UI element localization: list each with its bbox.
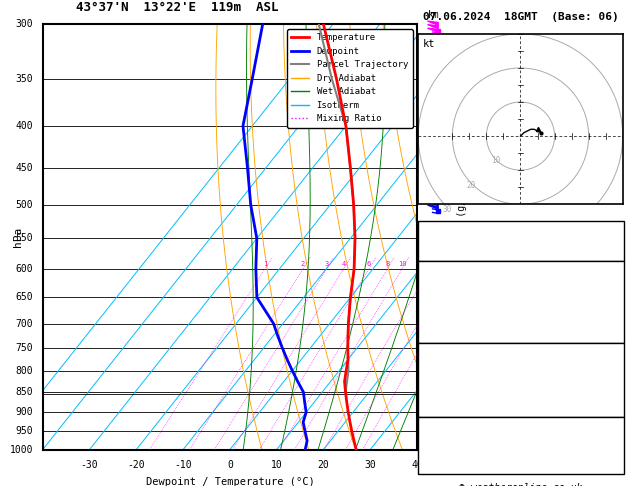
Text: StmSpd (kt): StmSpd (kt) [421, 464, 490, 474]
Text: 10: 10 [271, 460, 282, 470]
Text: K: K [421, 224, 428, 233]
Text: 600: 600 [16, 264, 33, 274]
Text: 6: 6 [367, 261, 371, 267]
Text: 8: 8 [385, 261, 389, 267]
Text: θₑ (K): θₑ (K) [421, 369, 459, 379]
Text: 10: 10 [398, 261, 406, 267]
Text: 30: 30 [364, 460, 376, 470]
Text: Dewp (°C): Dewp (°C) [421, 286, 477, 295]
Text: -2: -2 [608, 382, 620, 391]
Text: 86: 86 [608, 332, 620, 342]
Text: 20: 20 [318, 460, 330, 470]
Text: 1000: 1000 [10, 445, 33, 454]
Text: 550: 550 [16, 233, 33, 243]
Text: 89: 89 [608, 441, 620, 451]
Text: Totals Totals: Totals Totals [421, 237, 503, 247]
Text: 1002: 1002 [595, 357, 620, 367]
Text: Hodograph: Hodograph [493, 418, 549, 428]
Text: SREH: SREH [421, 441, 447, 451]
Text: Lifted Index: Lifted Index [421, 382, 496, 391]
Text: 16: 16 [608, 464, 620, 474]
Text: Dewpoint / Temperature (°C): Dewpoint / Temperature (°C) [145, 477, 314, 486]
Text: -2: -2 [608, 309, 620, 319]
Text: CIN (J): CIN (J) [421, 332, 465, 342]
Text: 6: 6 [428, 84, 434, 94]
Polygon shape [428, 205, 438, 209]
Text: 61: 61 [608, 429, 620, 439]
Text: CAPE (J): CAPE (J) [421, 394, 471, 404]
Text: 498: 498 [601, 394, 620, 404]
Text: 900: 900 [16, 407, 33, 417]
Text: 30: 30 [442, 205, 452, 214]
Text: 49: 49 [608, 237, 620, 247]
Text: 3: 3 [324, 261, 328, 267]
Text: 1: 1 [263, 261, 267, 267]
Text: -10: -10 [174, 460, 192, 470]
Text: Surface: Surface [499, 262, 543, 272]
Text: 3: 3 [428, 298, 434, 308]
Text: PW (cm): PW (cm) [421, 250, 465, 260]
Text: 40: 40 [411, 460, 423, 470]
Text: 450: 450 [16, 162, 33, 173]
Text: hPa: hPa [13, 227, 23, 247]
Text: 498: 498 [601, 321, 620, 330]
Text: 850: 850 [16, 387, 33, 397]
Text: Lifted Index: Lifted Index [421, 309, 496, 319]
Text: ASL: ASL [428, 39, 444, 48]
Text: 333: 333 [601, 369, 620, 379]
Text: 07.06.2024  18GMT  (Base: 06): 07.06.2024 18GMT (Base: 06) [423, 12, 618, 22]
Text: LCL: LCL [428, 389, 446, 399]
Text: Temp (°C): Temp (°C) [421, 274, 477, 284]
Text: 500: 500 [16, 200, 33, 210]
Text: StmDir: StmDir [421, 452, 459, 462]
Text: Most Unstable: Most Unstable [480, 345, 562, 354]
Text: 2: 2 [428, 343, 434, 353]
Text: 4: 4 [342, 261, 346, 267]
Text: 4: 4 [428, 240, 434, 250]
Text: 16.1: 16.1 [595, 286, 620, 295]
Polygon shape [428, 25, 438, 29]
Text: -20: -20 [128, 460, 145, 470]
Text: 315°: 315° [595, 452, 620, 462]
Text: 27: 27 [608, 274, 620, 284]
Polygon shape [428, 21, 438, 25]
Text: EH: EH [421, 429, 434, 439]
Text: 400: 400 [16, 121, 33, 131]
Text: 86: 86 [608, 406, 620, 416]
Text: 2.88: 2.88 [595, 250, 620, 260]
Text: CAPE (J): CAPE (J) [421, 321, 471, 330]
Text: 20: 20 [467, 181, 476, 190]
Text: 700: 700 [16, 318, 33, 329]
Text: 5: 5 [428, 182, 434, 191]
Text: Mixing Ratio (g/kg): Mixing Ratio (g/kg) [457, 181, 467, 293]
Text: 800: 800 [16, 366, 33, 376]
Text: Pressure (mb): Pressure (mb) [421, 357, 503, 367]
Text: 43°37'N  13°22'E  119m  ASL: 43°37'N 13°22'E 119m ASL [76, 0, 279, 14]
Text: 0: 0 [227, 460, 233, 470]
Text: 300: 300 [16, 19, 33, 29]
Text: kt: kt [423, 39, 435, 49]
Text: θₑ(K): θₑ(K) [421, 297, 453, 307]
Text: CIN (J): CIN (J) [421, 406, 465, 416]
Legend: Temperature, Dewpoint, Parcel Trajectory, Dry Adiabat, Wet Adiabat, Isotherm, Mi: Temperature, Dewpoint, Parcel Trajectory… [287, 29, 413, 128]
Text: 350: 350 [16, 74, 33, 84]
Text: 2: 2 [301, 261, 305, 267]
Polygon shape [428, 28, 438, 32]
Text: 333: 333 [601, 297, 620, 307]
Text: 25: 25 [608, 224, 620, 233]
Text: km: km [428, 10, 440, 20]
Polygon shape [428, 202, 438, 206]
Text: 10: 10 [491, 156, 501, 165]
Text: 950: 950 [16, 426, 33, 436]
Text: © weatheronline.co.uk: © weatheronline.co.uk [459, 483, 582, 486]
Text: 650: 650 [16, 293, 33, 302]
Text: 1: 1 [428, 389, 434, 399]
Text: -30: -30 [81, 460, 98, 470]
Text: 750: 750 [16, 343, 33, 353]
